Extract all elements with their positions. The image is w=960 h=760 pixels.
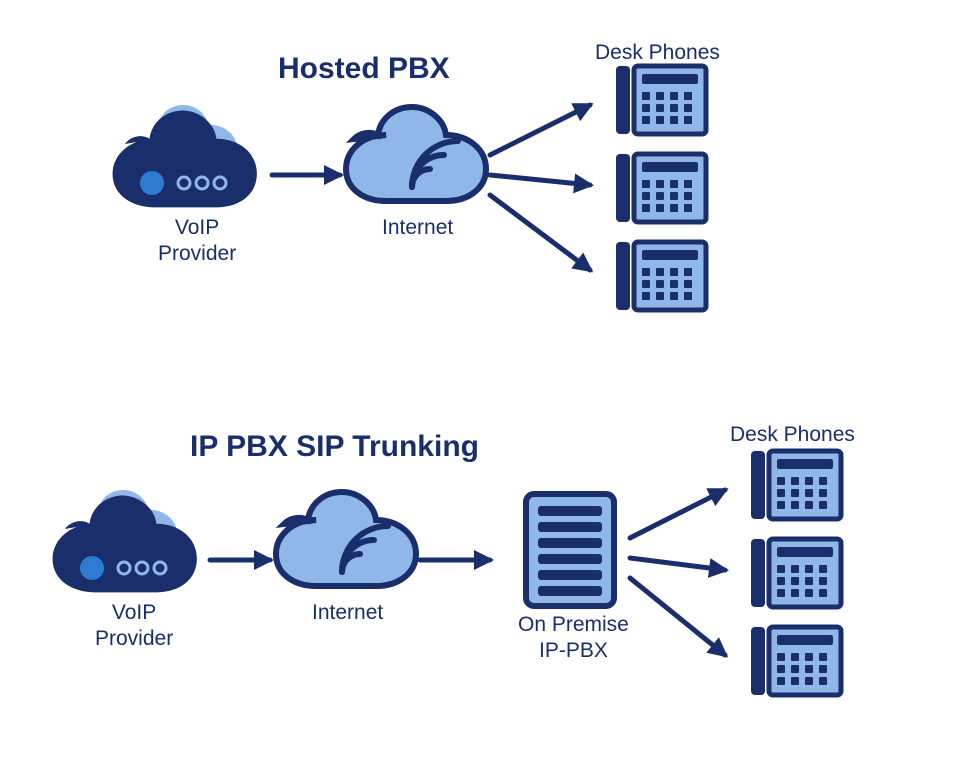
arrow <box>630 578 725 655</box>
arrow <box>630 558 725 570</box>
ippbx-label-sip: On Premise IP-PBX <box>518 612 629 665</box>
arrow <box>490 175 590 185</box>
sip-trunking-title: IP PBX SIP Trunking <box>190 430 479 464</box>
desk-phone-icon <box>616 242 706 310</box>
desk-phone-icon <box>751 451 841 519</box>
voip-provider-icon <box>113 105 257 207</box>
ippbx-server-icon <box>526 494 614 606</box>
voip-provider-icon <box>53 490 197 592</box>
internet-label-hosted: Internet <box>382 215 453 241</box>
desk-phone-icon <box>616 66 706 134</box>
hosted-pbx-title: Hosted PBX <box>278 52 450 86</box>
internet-cloud-icon <box>276 492 416 586</box>
desk-phones-header-hosted: Desk Phones <box>595 40 720 66</box>
arrow <box>490 105 590 155</box>
voip-provider-label-hosted: VoIP Provider <box>158 215 236 268</box>
internet-label-sip: Internet <box>312 600 383 626</box>
desk-phone-icon <box>751 539 841 607</box>
desk-phone-icon <box>616 154 706 222</box>
arrow <box>490 195 590 270</box>
voip-provider-label-sip: VoIP Provider <box>95 600 173 653</box>
desk-phones-header-sip: Desk Phones <box>730 422 855 448</box>
internet-cloud-icon <box>346 107 486 201</box>
arrow <box>630 490 725 538</box>
desk-phone-icon <box>751 627 841 695</box>
